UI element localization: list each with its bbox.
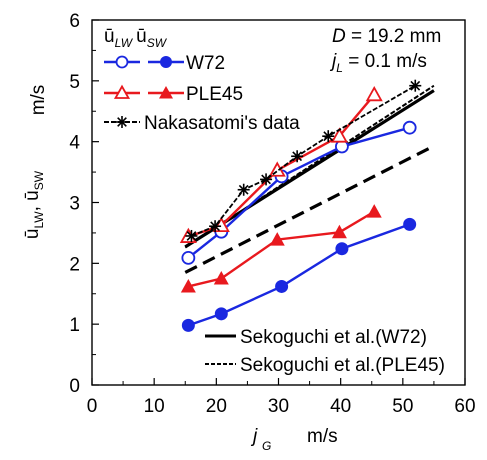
data-point <box>237 183 250 196</box>
data-point <box>330 127 348 143</box>
data-series <box>179 79 422 332</box>
y-tick-label: 6 <box>69 11 80 32</box>
x-tick-label: 20 <box>206 396 227 417</box>
data-point <box>213 271 229 285</box>
fit-line-long-dash <box>184 144 435 274</box>
series-w72-lw <box>181 120 417 265</box>
annotation-jl-sub: L <box>336 61 343 75</box>
legend-star-glyph <box>116 116 128 128</box>
legend-sekoguchi-ple45-label: Sekoguchi et al.(PLE45) <box>240 355 445 376</box>
y-label-b-sub: SW <box>32 170 46 190</box>
legend: ūLW ūSW W72 PLE45 Nakasatomi's data Sekog… <box>104 26 445 376</box>
data-point <box>269 232 285 246</box>
legend-header-a-sub: LW <box>115 36 134 50</box>
series-w72-sw <box>181 217 417 332</box>
annotation-diameter: D = 19.2 mm <box>332 26 441 47</box>
data-point <box>331 224 347 239</box>
y-tick-label: 0 <box>69 376 80 397</box>
y-axis-label-text: ūLW, ūSW <box>22 170 46 239</box>
data-point <box>322 130 335 143</box>
series-nakasatomi-s-data-ref <box>185 79 422 242</box>
x-tick-label: 0 <box>87 396 98 417</box>
data-point <box>403 217 417 231</box>
legend-header-b-sub: SW <box>147 36 168 50</box>
y-tick-label: 2 <box>69 254 80 275</box>
annotation-jl-symbol: j <box>329 51 337 72</box>
y-unit-text: m/s <box>28 85 49 116</box>
y-tick-label: 5 <box>69 72 80 93</box>
y-axis-label: ūLW, ūSW <box>22 170 46 239</box>
data-point <box>402 120 417 135</box>
data-point <box>409 79 422 92</box>
x-tick-label: 40 <box>330 396 351 417</box>
x-tick-label: 10 <box>144 396 165 417</box>
legend-nakasatomi-label: Nakasatomi's data <box>144 113 300 134</box>
data-point <box>180 278 196 293</box>
legend-w72-sw-marker <box>160 56 172 68</box>
x-tick-label: 50 <box>392 396 413 417</box>
y-label-b: ū <box>22 190 43 201</box>
data-point <box>291 150 304 163</box>
y-tick-label: 4 <box>69 133 80 154</box>
data-point <box>214 307 228 321</box>
legend-w72-label: W72 <box>186 53 225 74</box>
tick-marks <box>91 19 466 386</box>
x-tick-label: 60 <box>454 396 475 417</box>
legend-header-a: ū <box>104 26 115 47</box>
y-label-a-sub: LW <box>32 211 46 229</box>
data-point <box>181 318 195 332</box>
annotation-jl-value: = 0.1 m/s <box>343 51 427 72</box>
annotation-diameter-value: = 19.2 mm <box>346 26 442 47</box>
annotation-jl: jL = 0.1 m/s <box>329 51 427 75</box>
legend-ple45-lw-marker <box>113 84 131 99</box>
legend-nakasatomi-marker <box>116 116 128 128</box>
tick-labels: 0 10 20 30 40 50 60 0 1 2 3 4 5 6 <box>69 11 475 417</box>
x-label-unit: m/s <box>307 426 338 447</box>
x-tick-label: 30 <box>268 396 289 417</box>
legend-sekoguchi-w72-label: Sekoguchi et al.(W72) <box>240 327 427 348</box>
data-point <box>366 204 382 218</box>
y-tick-label: 3 <box>69 194 80 215</box>
legend-header-b: ū <box>136 26 147 47</box>
annotation-diameter-symbol: D <box>332 26 346 47</box>
y-label-sep: , <box>22 201 43 212</box>
y-tick-label: 1 <box>69 315 80 336</box>
data-point <box>181 250 196 265</box>
legend-ple45-sw-marker <box>159 86 173 99</box>
legend-ple45-label: PLE45 <box>186 84 243 105</box>
series-ple45-sw <box>180 204 382 293</box>
y-label-a: ū <box>22 229 43 240</box>
data-point <box>275 279 289 293</box>
series-ple45-lw <box>179 85 383 243</box>
data-point <box>260 173 273 186</box>
legend-w72-lw-marker <box>115 55 129 69</box>
data-point <box>185 229 198 242</box>
data-point <box>209 220 222 233</box>
data-point <box>335 242 349 256</box>
x-label-sub: G <box>262 439 271 453</box>
x-label-symbol: j <box>250 426 258 447</box>
legend-header: ūLW ūSW <box>104 26 168 50</box>
y-axis-unit: m/s <box>28 85 49 116</box>
data-point <box>365 85 383 102</box>
